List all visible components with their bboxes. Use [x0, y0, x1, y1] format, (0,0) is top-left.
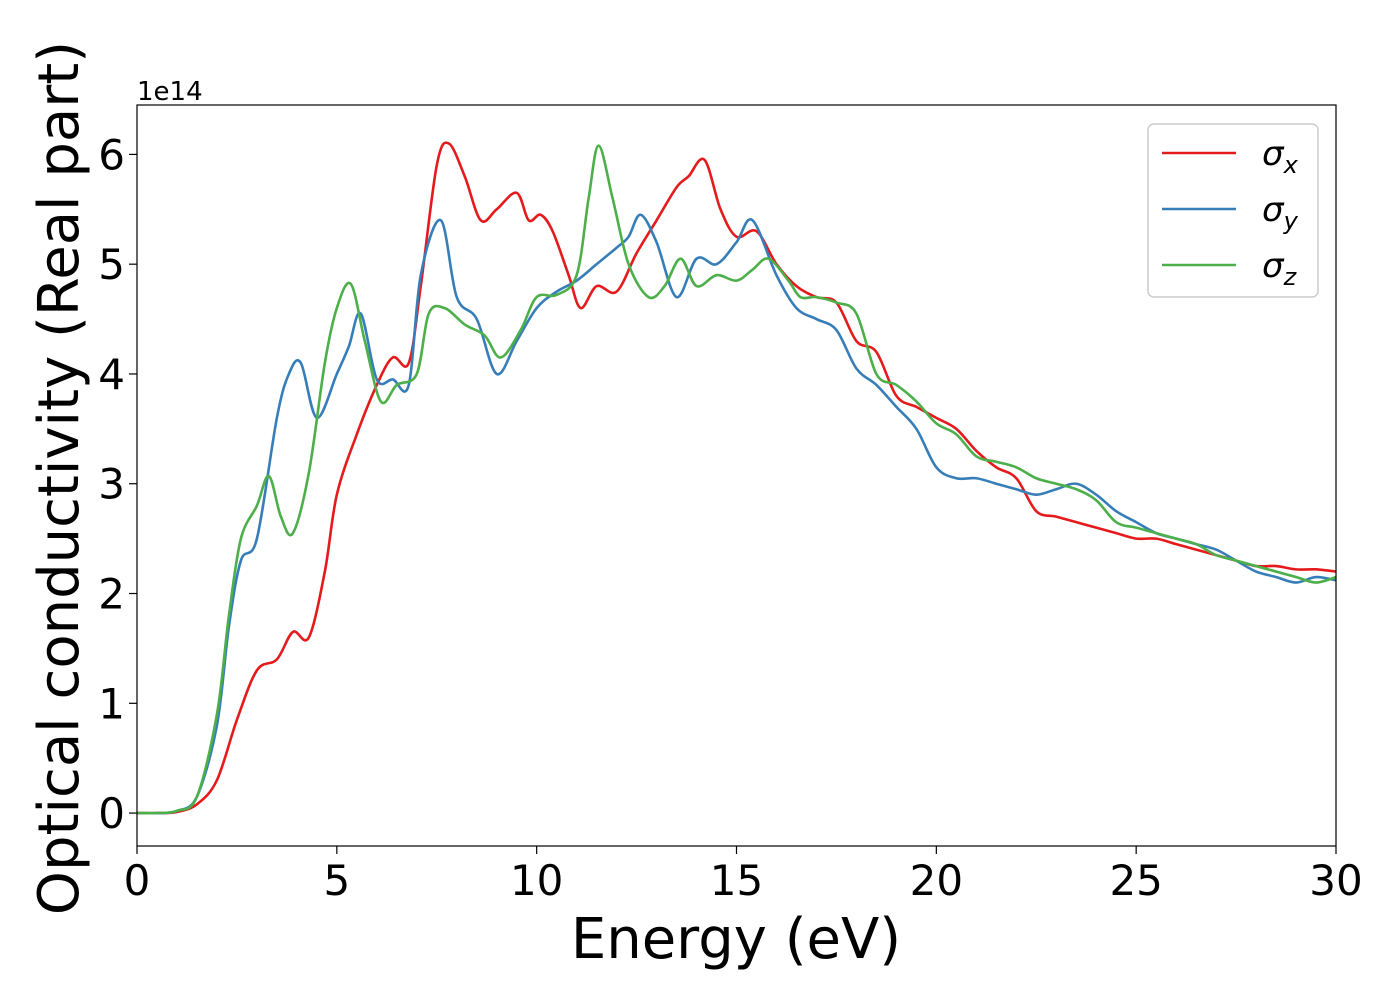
x-tick-label: 5 [323, 856, 350, 905]
series-line-z [137, 144, 1336, 815]
legend-subscript: x [1283, 151, 1299, 179]
y-tick-label: 3 [98, 460, 125, 509]
x-tick-label: 30 [1309, 856, 1362, 905]
y-tick-label: 2 [98, 570, 125, 619]
y-tick-label: 1 [98, 679, 125, 728]
x-tick-label: 20 [910, 856, 963, 905]
x-axis-label: Energy (eV) [571, 907, 901, 972]
y-tick-label: 0 [98, 789, 125, 838]
x-tick-label: 10 [510, 856, 563, 905]
x-tick-label: 15 [710, 856, 763, 905]
x-axis-ticks: 0 5 10 15 20 25 30 [124, 846, 1363, 905]
x-tick-label: 25 [1109, 856, 1162, 905]
legend-symbol: σ [1262, 134, 1285, 174]
legend-label-x: σx [1262, 134, 1299, 179]
legend-label-y: σy [1262, 190, 1299, 235]
y-tick-label: 5 [98, 240, 125, 289]
series-line-y [137, 213, 1336, 815]
legend-symbol: σ [1262, 190, 1285, 230]
y-tick-label: 4 [98, 350, 125, 399]
y-axis-ticks: 0 1 2 3 4 5 6 [98, 130, 137, 838]
series-layer [137, 141, 1336, 815]
legend-subscript: y [1283, 207, 1299, 235]
legend-subscript: z [1283, 263, 1298, 291]
legend-symbol: σ [1262, 246, 1285, 286]
y-axis-label: Optical conductivity (Real part) [27, 41, 92, 915]
y-axis-offset-label: 1e14 [137, 77, 203, 107]
legend-box [1147, 123, 1319, 298]
series-line-x [137, 141, 1336, 815]
x-tick-label: 0 [124, 856, 151, 905]
legend-label-z: σz [1262, 246, 1298, 291]
y-tick-label: 6 [98, 130, 125, 179]
